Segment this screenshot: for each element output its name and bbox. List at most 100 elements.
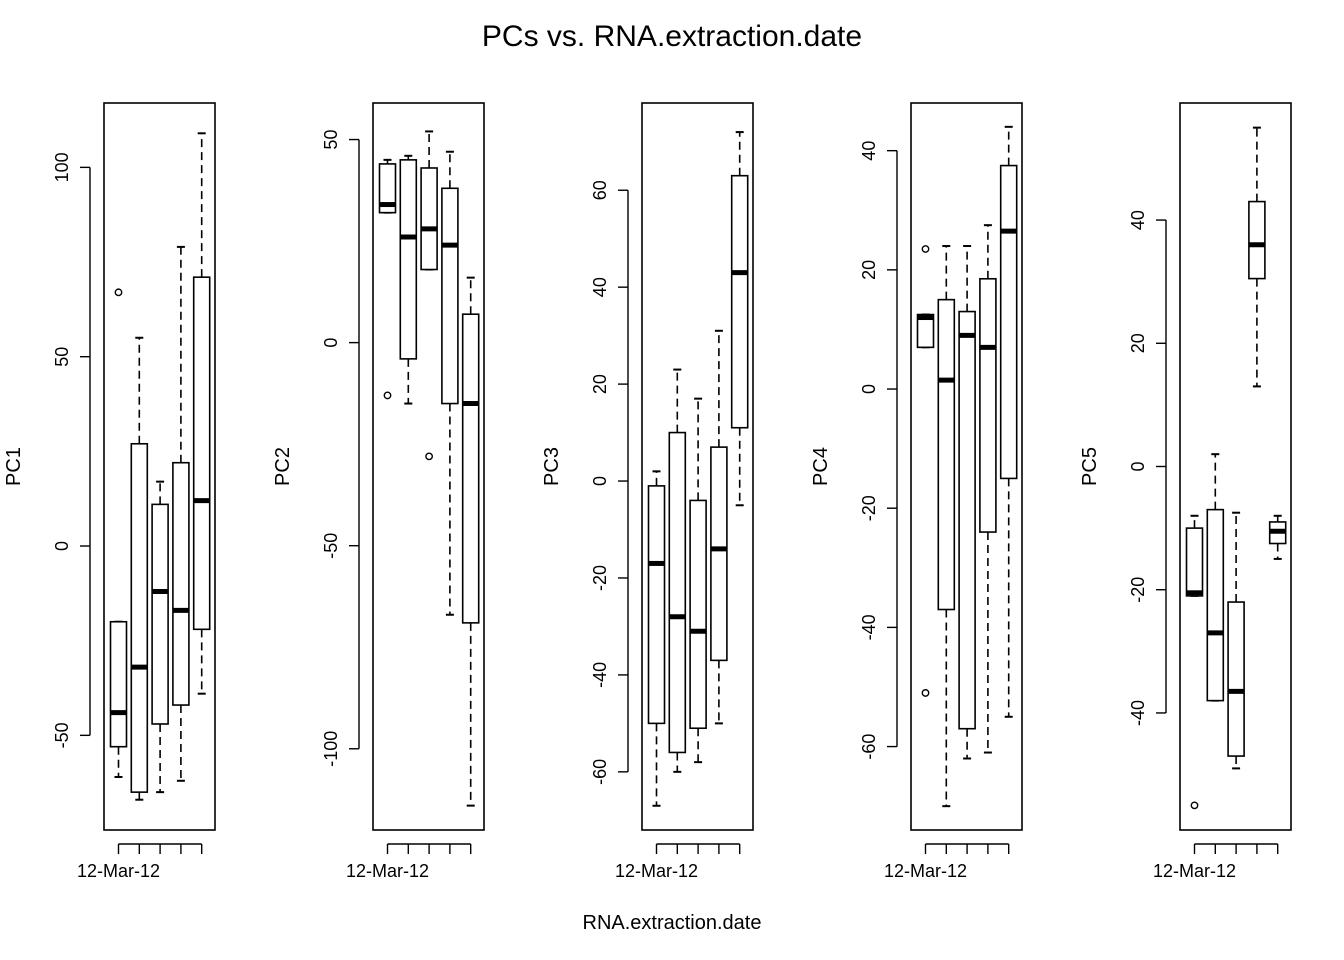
y-tick-label: 40 <box>1128 210 1148 230</box>
y-tick-label: -20 <box>590 565 610 591</box>
y-axis-label: PC3 <box>541 447 563 486</box>
box-group <box>647 470 666 807</box>
y-tick-label: 0 <box>52 541 72 551</box>
box-group <box>1227 511 1245 770</box>
y-axis-label: PC4 <box>810 447 832 486</box>
box <box>1227 601 1245 757</box>
box <box>1206 508 1225 702</box>
box-group <box>1268 514 1287 560</box>
panel-3: -60 -40 -20 0 20 40 60 PC3 12-Mar-12 <box>541 102 754 881</box>
y-axis-label: PC2 <box>272 447 294 486</box>
y-tick-label: -50 <box>52 722 72 748</box>
box-group <box>151 480 169 794</box>
box <box>916 313 935 349</box>
box-group <box>441 150 459 616</box>
box-group <box>979 224 997 754</box>
box <box>192 276 211 631</box>
box-group <box>1248 126 1266 388</box>
y-tick-label: 100 <box>52 152 72 182</box>
box-group <box>916 245 935 697</box>
y-tick-label: -50 <box>321 533 341 559</box>
box-group <box>130 336 149 801</box>
box <box>937 298 956 611</box>
box-group <box>420 130 438 461</box>
box <box>979 277 997 533</box>
x-tick-label: 12-Mar-12 <box>346 861 429 881</box>
outlier-point <box>114 288 123 297</box>
y-tick-label: -40 <box>1128 700 1148 726</box>
box-group <box>1185 514 1204 810</box>
box-group <box>958 245 976 760</box>
y-tick-label: -20 <box>1128 577 1148 603</box>
y-tick-label: 40 <box>859 141 879 161</box>
box <box>1185 527 1204 597</box>
box <box>730 174 749 429</box>
box <box>710 446 728 662</box>
box-group <box>668 368 687 773</box>
box-group <box>172 245 190 782</box>
panel-1: -50 0 50 100 PC1 12-Mar-12 <box>3 102 216 881</box>
box-group <box>1206 453 1225 702</box>
box <box>172 461 190 706</box>
y-tick-label: 50 <box>321 130 341 150</box>
box-group <box>710 329 728 725</box>
box-group <box>689 397 707 764</box>
y-tick-label: 0 <box>590 476 610 486</box>
panel-5: -40 -20 0 20 40 PC5 12-Mar-12 <box>1079 102 1292 881</box>
panel-4: -60 -40 -20 0 20 40 PC4 12-Mar-12 <box>810 102 1023 881</box>
y-tick-label: -100 <box>321 731 341 767</box>
y-axis-label: PC5 <box>1079 447 1101 486</box>
y-tick-label: -40 <box>590 662 610 688</box>
outlier-point <box>921 245 930 253</box>
y-tick-label: 0 <box>321 338 341 348</box>
box <box>668 431 687 754</box>
y-tick-label: 0 <box>1128 461 1148 471</box>
box-group <box>461 276 480 807</box>
box-group <box>999 125 1018 718</box>
box <box>151 503 169 725</box>
y-tick-label: -20 <box>859 495 879 521</box>
x-axis-label: RNA.extraction.date <box>583 912 762 934</box>
plot-frame <box>372 102 485 831</box>
plot-frame <box>910 102 1023 831</box>
y-tick-label: 0 <box>859 384 879 394</box>
box <box>689 499 707 730</box>
y-tick-label: 20 <box>1128 333 1148 353</box>
box-group <box>937 245 956 808</box>
plot-frame <box>1179 102 1292 831</box>
outlier-point <box>383 391 392 400</box>
outlier-point <box>425 452 433 461</box>
box <box>461 313 480 624</box>
box-group <box>730 131 749 507</box>
box <box>647 485 666 725</box>
box-group <box>192 132 211 695</box>
box <box>1248 200 1266 280</box>
y-tick-label: -60 <box>859 734 879 760</box>
plot-frame <box>641 102 754 831</box>
box <box>378 163 397 214</box>
y-tick-label: 60 <box>590 180 610 200</box>
y-axis-label: PC1 <box>3 447 25 486</box>
y-tick-label: 40 <box>590 277 610 297</box>
plot-frame <box>103 102 216 831</box>
y-tick-label: 50 <box>52 347 72 367</box>
box-group <box>378 158 397 400</box>
box <box>399 159 418 360</box>
box <box>999 164 1018 480</box>
box-group <box>399 154 418 405</box>
box <box>109 620 128 748</box>
box-group <box>109 288 128 778</box>
y-tick-label: -60 <box>590 759 610 785</box>
chart-title: PCs vs. RNA.extraction.date <box>482 20 862 53</box>
box <box>420 167 438 271</box>
box <box>441 187 459 405</box>
panel-2: -100 -50 0 50 PC2 12-Mar-12 <box>272 102 485 881</box>
box <box>958 310 976 730</box>
x-tick-label: 12-Mar-12 <box>77 861 160 881</box>
x-tick-label: 12-Mar-12 <box>1153 861 1236 881</box>
x-tick-label: 12-Mar-12 <box>615 861 698 881</box>
box <box>130 442 149 793</box>
y-tick-label: 20 <box>590 374 610 394</box>
outlier-point <box>1190 801 1199 810</box>
